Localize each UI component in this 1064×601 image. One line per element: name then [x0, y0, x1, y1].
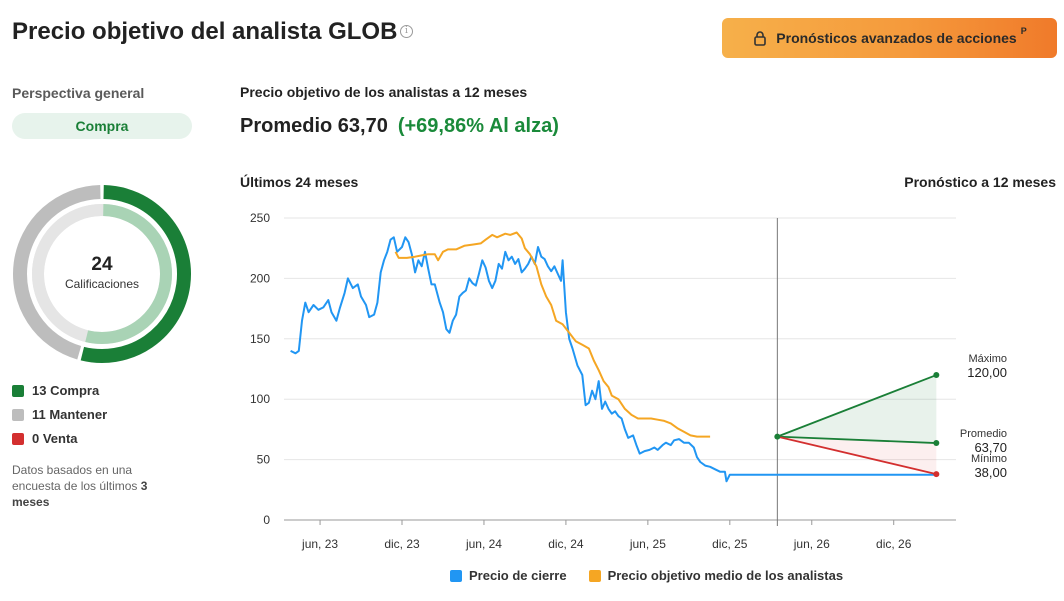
forecast-high-point — [933, 372, 940, 379]
forecast-average-point — [933, 440, 940, 447]
y-tick-label: 50 — [257, 453, 271, 467]
legend-sell-label: 0 Venta — [32, 431, 78, 446]
lock-icon — [754, 31, 767, 46]
upside-change: (+69,86% Al alza) — [397, 115, 559, 137]
forecast-low-value: 38,00 — [974, 465, 1007, 480]
x-tick-label: jun, 24 — [465, 537, 502, 551]
donut-inner-segment-1 — [32, 204, 101, 342]
ratings-caption: Calificaciones — [64, 277, 140, 291]
x-tick-label: dic, 24 — [548, 537, 584, 551]
info-icon[interactable]: i — [400, 25, 413, 38]
forecast-low-line — [777, 435, 937, 475]
y-tick-label: 0 — [263, 513, 270, 527]
advanced-forecasts-button[interactable]: Pronósticos avanzados de acciones P — [722, 18, 1057, 58]
legend-avg-target[interactable]: Precio objetivo medio de los analistas — [588, 568, 844, 583]
legend-sell: 0 Venta — [12, 431, 78, 446]
overview-label: Perspectiva general — [12, 85, 145, 101]
forecast-low-point — [933, 471, 940, 478]
forecast-high-line — [777, 374, 937, 438]
series-legend: Precio de cierre Precio objetivo medio d… — [450, 568, 843, 583]
donut-segment-0 — [80, 185, 191, 363]
avg-target-swatch — [588, 569, 601, 582]
x-tick-label: dic, 25 — [712, 537, 748, 551]
legend-hold: 11 Mantener — [12, 407, 107, 422]
forecast-period-label: Pronóstico a 12 meses — [904, 174, 1056, 190]
section-title: Precio objetivo de los analistas a 12 me… — [240, 84, 528, 100]
close-price-swatch — [450, 569, 462, 582]
pro-badge: P — [1020, 26, 1027, 36]
hold-swatch — [12, 408, 24, 421]
legend-avg-target-label: Precio objetivo medio de los analistas — [607, 568, 844, 583]
y-tick-label: 200 — [250, 271, 270, 285]
footnote-text: Datos basados en una encuesta de los últ… — [12, 463, 138, 493]
forecast-average-value: 63,70 — [974, 440, 1007, 455]
upside-area — [777, 375, 937, 444]
legend-hold-label: 11 Mantener — [32, 407, 108, 422]
x-tick-label: dic, 26 — [876, 537, 912, 551]
forecast-average-label: Promedio — [960, 428, 1007, 440]
page-title: Precio objetivo del analista GLOB — [12, 18, 398, 45]
average-value: Promedio 63,70 — [240, 115, 388, 137]
forecast-low-label: Mínimo — [971, 453, 1007, 465]
forecast-origin-point — [774, 433, 781, 440]
forecast-high-label: Máximo — [968, 353, 1007, 365]
legend-buy-label: 13 Compra — [32, 383, 100, 398]
avg-target-line — [394, 231, 711, 438]
y-tick-label: 250 — [250, 211, 270, 225]
forecast-average-line — [777, 435, 937, 444]
ratings-count: 24 — [91, 254, 113, 275]
close-price-line — [290, 236, 937, 483]
ratings-donut — [13, 185, 191, 363]
footnote-period: 3 meses — [12, 479, 148, 509]
legend-close-price-label: Precio de cierre — [469, 568, 567, 583]
legend-buy: 13 Compra — [12, 383, 99, 398]
x-tick-label: jun, 23 — [301, 537, 338, 551]
donut-segment-1 — [13, 185, 101, 360]
sell-swatch — [12, 432, 24, 445]
y-tick-label: 100 — [250, 392, 270, 406]
legend-close-price[interactable]: Precio de cierre — [450, 568, 567, 583]
price-target-chart[interactable]: 250 200 150 100 50 0 jun, 23 dic, 23 jun, 24 dic,… — [240, 200, 1060, 560]
x-tick-label: dic, 23 — [384, 537, 420, 551]
y-tick-label: 150 — [250, 332, 270, 346]
advanced-forecasts-label: Pronósticos avanzados de acciones — [776, 30, 1017, 46]
x-tick-label: jun, 25 — [629, 537, 666, 551]
donut-inner-segment-0 — [85, 204, 172, 344]
average-target: Promedio 63,70 (+69,86% Al alza) — [240, 115, 559, 138]
past-period-label: Últimos 24 meses — [240, 174, 359, 190]
survey-footnote: Datos basados en una encuesta de los últ… — [12, 462, 182, 510]
consensus-badge: Compra — [12, 113, 192, 139]
x-tick-label: jun, 26 — [793, 537, 830, 551]
buy-swatch — [12, 384, 24, 397]
forecast-high-value: 120,00 — [967, 365, 1007, 380]
